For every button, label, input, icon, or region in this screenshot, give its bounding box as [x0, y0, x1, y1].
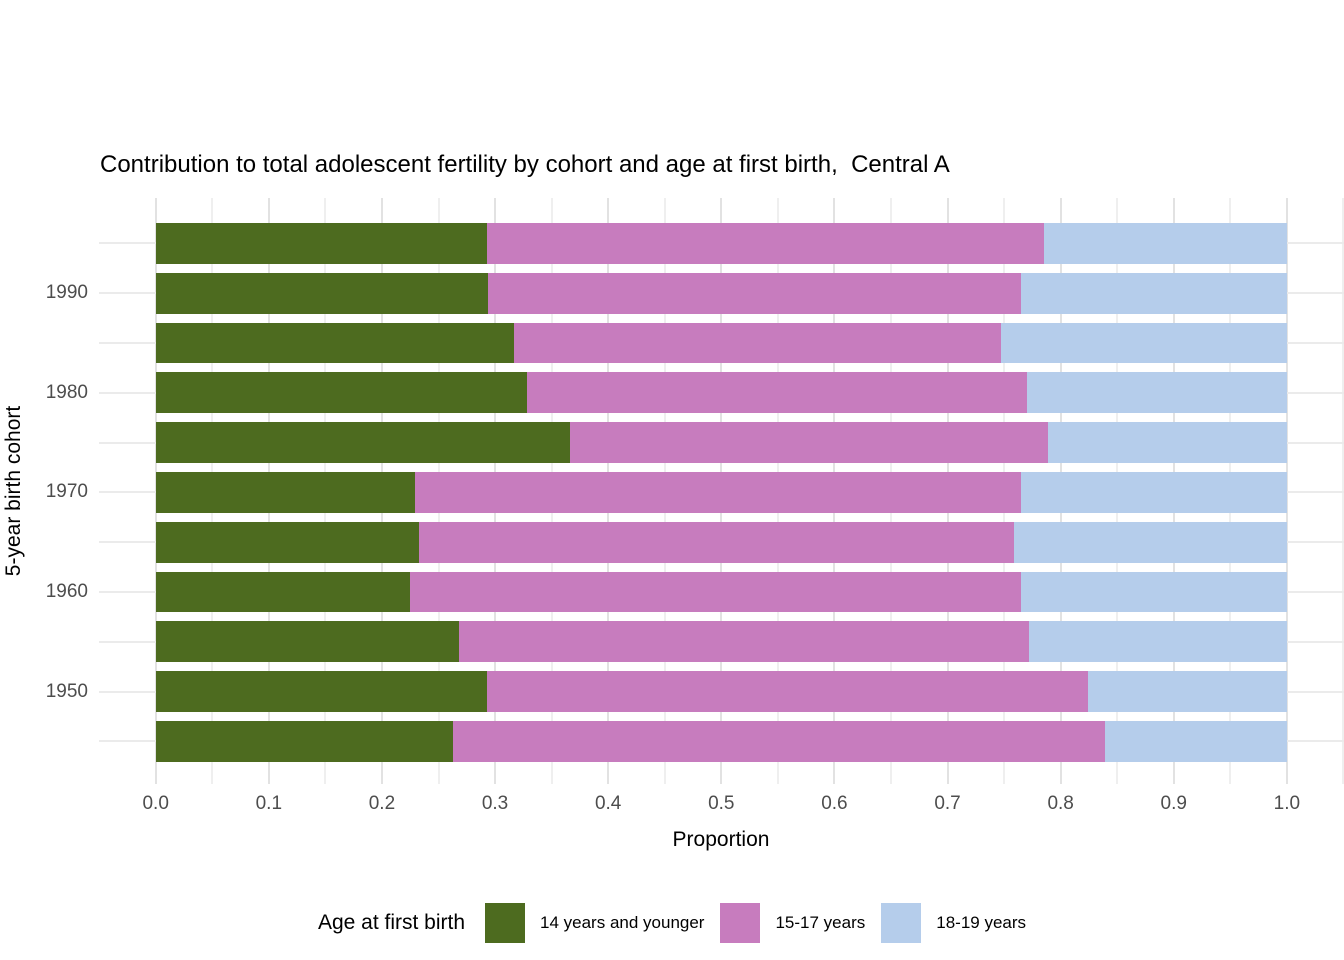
gridline-minor-x [1342, 198, 1344, 784]
bar-segment [1021, 571, 1287, 613]
x-tick-label: 1.0 [1273, 793, 1301, 814]
bar-row-1950 [155, 671, 1287, 712]
bar-segment [514, 322, 1001, 364]
bar-segment [1000, 322, 1287, 364]
legend-item: 14 years and younger [485, 903, 704, 943]
legend-swatch [485, 903, 526, 943]
bar-segment [414, 472, 1022, 513]
gridline-major-x [1285, 198, 1288, 784]
x-tick-label: 0.9 [1160, 793, 1187, 814]
bar-segment [155, 422, 570, 463]
y-tick-label: 1950 [45, 680, 88, 702]
bar-segment [526, 372, 1027, 414]
bar-segment [1048, 422, 1287, 463]
bar-segment [410, 571, 1022, 613]
bar-segment [419, 521, 1015, 563]
y-tick-label: 1960 [45, 581, 88, 602]
bar-segment [1043, 223, 1287, 264]
bar-segment [155, 372, 527, 414]
x-tick-label: 0.3 [481, 793, 509, 814]
legend-items: 14 years and younger 15-17 years 18-19 yea… [485, 903, 1026, 943]
bar-segment [458, 621, 1029, 663]
x-tick-label: 0.4 [594, 793, 622, 814]
bar-row-1975 [155, 422, 1287, 463]
bar-segment [1028, 621, 1287, 663]
bar-segment [155, 721, 454, 762]
bar-segment [155, 621, 459, 663]
y-tick-label: 1980 [45, 381, 88, 403]
bar-row-1945 [155, 721, 1287, 762]
legend-title: Age at first birth [317, 911, 466, 934]
bar-row-1970 [155, 472, 1287, 513]
legend-label: 18-19 years [936, 913, 1027, 932]
bar-row-1955 [155, 621, 1287, 663]
x-tick-label: 0.7 [934, 793, 961, 814]
legend: Age at first birth 14 years and younger 1… [0, 901, 1344, 945]
x-tick-label: 0.2 [368, 793, 396, 814]
legend-swatch [881, 903, 922, 943]
bar-row-1965 [155, 521, 1287, 563]
bar-segment [1021, 272, 1287, 314]
x-axis-title: Proportion [672, 828, 770, 851]
chart-title: Contribution to total adolescent fertili… [100, 151, 950, 178]
bar-segment [1021, 472, 1287, 513]
bar-segment [155, 521, 420, 563]
plot-panel [99, 198, 1344, 784]
bar-segment [453, 721, 1105, 762]
bar-row-1980 [155, 372, 1287, 414]
bar-segment [1014, 521, 1287, 563]
bar-segment [155, 272, 489, 314]
y-tick-label: 1990 [45, 282, 88, 304]
legend-swatch [720, 903, 761, 943]
x-tick-label: 0.1 [255, 793, 283, 814]
bar-segment [155, 671, 488, 712]
bar-segment [487, 223, 1044, 264]
x-tick-label: 0.0 [142, 793, 169, 814]
bar-row-1985 [155, 322, 1287, 364]
bar-segment [488, 272, 1022, 314]
bar-segment [1026, 372, 1287, 414]
bar-segment [487, 671, 1088, 712]
legend-label: 15-17 years [775, 913, 866, 932]
bar-segment [155, 223, 488, 264]
x-tick-label: 0.6 [821, 793, 848, 814]
bar-segment [1104, 721, 1287, 762]
y-tick-label: 1970 [45, 481, 88, 503]
bar-segment [1087, 671, 1287, 712]
bar-segment [569, 422, 1049, 463]
bar-segment [155, 322, 515, 364]
legend-item: 15-17 years [720, 903, 865, 943]
x-tick-label: 0.5 [708, 793, 735, 814]
bar-row-1960 [155, 571, 1287, 613]
x-tick-label: 0.8 [1047, 793, 1074, 814]
bar-segment [155, 571, 411, 613]
legend-label: 14 years and younger [540, 913, 705, 932]
bar-segment [155, 472, 415, 513]
legend-item: 18-19 years [881, 903, 1026, 943]
bar-row-1990 [155, 272, 1287, 314]
bar-row-1995 [155, 223, 1287, 264]
